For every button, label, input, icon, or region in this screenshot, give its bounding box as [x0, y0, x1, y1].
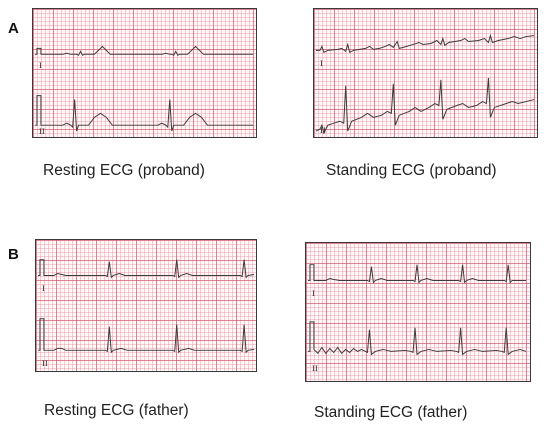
lead-label-i: I: [312, 288, 315, 298]
panel-label-b: B: [8, 246, 19, 263]
lead-label-i: I: [320, 58, 323, 68]
panel-label-a: A: [8, 20, 19, 37]
caption-resting-proband: Resting ECG (proband): [43, 162, 205, 179]
lead-label-ii: II: [320, 125, 326, 135]
lead-label-ii: II: [39, 126, 45, 136]
ecg-strip-resting-proband: I II: [32, 8, 257, 138]
lead-label-i: I: [39, 60, 42, 70]
ecg-strip-resting-father: I II: [35, 239, 257, 372]
caption-resting-father: Resting ECG (father): [44, 402, 189, 419]
caption-standing-proband: Standing ECG (proband): [326, 162, 497, 179]
lead-label-ii: II: [312, 363, 318, 373]
lead-label-ii: II: [42, 358, 48, 368]
ecg-strip-standing-proband: I II: [313, 8, 538, 138]
lead-label-i: I: [42, 283, 45, 293]
caption-standing-father: Standing ECG (father): [314, 404, 468, 421]
ecg-strip-standing-father: I II: [305, 242, 531, 382]
